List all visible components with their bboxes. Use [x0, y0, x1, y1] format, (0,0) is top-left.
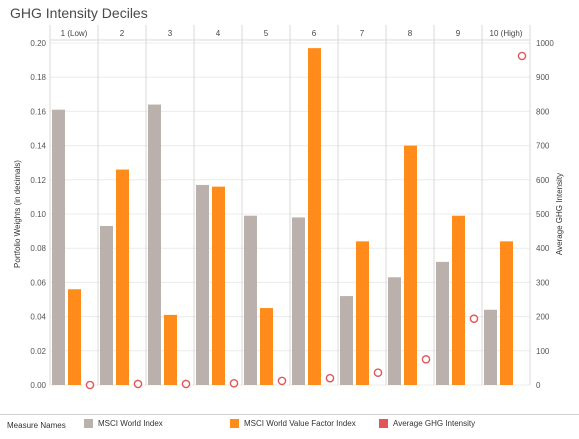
ghg-marker — [85, 380, 95, 390]
y-tick-label: 0.18 — [30, 73, 46, 82]
bar — [484, 309, 497, 385]
bar — [356, 241, 369, 385]
y2-tick-label: 1000 — [536, 39, 554, 48]
legend-label-ghg: Average GHG Intensity — [393, 419, 476, 428]
category-label: 7 — [360, 29, 365, 38]
bar — [100, 225, 113, 385]
legend-label-msci-world: MSCI World Index — [98, 419, 163, 428]
ghg-marker — [133, 379, 143, 389]
bar — [340, 296, 353, 385]
chart-title: GHG Intensity Deciles — [10, 5, 148, 21]
bar — [292, 217, 305, 385]
y2-tick-label: 600 — [536, 176, 550, 185]
legend-item-msci-value[interactable]: MSCI World Value Factor Index — [230, 419, 356, 428]
category-label: 1 (Low) — [61, 29, 88, 38]
bar — [260, 308, 273, 385]
bar — [452, 215, 465, 385]
y2-tick-label: 400 — [536, 244, 550, 253]
legend-label-msci-value: MSCI World Value Factor Index — [244, 419, 356, 428]
y2-tick-label: 0 — [536, 381, 541, 390]
y2-tick-label: 800 — [536, 107, 550, 116]
y-axis-title: Portfolio Weights (in decimals) — [13, 160, 22, 268]
y2-tick-label: 200 — [536, 313, 550, 322]
y-tick-label: 0.20 — [30, 39, 46, 48]
ghg-marker — [373, 368, 383, 377]
y2-tick-label: 300 — [536, 278, 550, 287]
bar — [212, 186, 225, 385]
y2-tick-label: 700 — [536, 142, 550, 151]
category-label: 4 — [216, 29, 221, 38]
legend-swatch-msci-value — [230, 419, 239, 428]
bar — [308, 48, 321, 385]
bar — [52, 109, 65, 385]
category-label: 8 — [408, 29, 413, 38]
ghg-marker — [517, 51, 527, 61]
y-tick-label: 0.06 — [30, 278, 46, 287]
ghg-marker — [181, 379, 191, 389]
y-tick-label: 0.14 — [30, 142, 46, 151]
y2-tick-label: 500 — [536, 210, 550, 219]
legend-swatch-msci-world — [84, 419, 93, 428]
category-label: 3 — [168, 29, 173, 38]
bar — [148, 104, 161, 385]
y-tick-label: 0.16 — [30, 107, 46, 116]
y2-axis-title: Average GHG Intensity — [555, 173, 564, 255]
bar — [164, 314, 177, 385]
ghg-marker — [469, 314, 479, 323]
legend: Measure Names MSCI World Index MSCI Worl… — [0, 414, 579, 439]
y-tick-label: 0.00 — [30, 381, 46, 390]
category-label: 9 — [456, 29, 461, 38]
y-tick-label: 0.02 — [30, 347, 46, 356]
y-tick-label: 0.08 — [30, 244, 46, 253]
y-tick-label: 0.12 — [30, 176, 46, 185]
legend-item-msci-world[interactable]: MSCI World Index — [84, 419, 163, 428]
bar — [388, 277, 401, 385]
bar — [196, 184, 209, 385]
legend-title: Measure Names — [7, 421, 66, 430]
chart-area: 0.00 0.02 0.04 0.06 0.08 0.10 0.12 0.14 0.16 0.18… — [13, 25, 564, 390]
legend-item-ghg[interactable]: Average GHG Intensity — [379, 419, 475, 428]
ghg-marker — [421, 355, 431, 364]
category-label: 2 — [120, 29, 125, 38]
y-tick-label: 0.10 — [30, 210, 46, 219]
bar — [404, 145, 417, 385]
bar — [500, 241, 513, 385]
category-label: 5 — [264, 29, 269, 38]
bar — [244, 215, 257, 385]
y-tick-label: 0.04 — [30, 313, 46, 322]
ghg-marker — [325, 373, 335, 383]
ghg-marker — [229, 378, 239, 388]
bar — [116, 169, 129, 385]
bar — [436, 261, 449, 385]
category-label: 6 — [312, 29, 317, 38]
ghg-marker — [277, 376, 287, 386]
bar — [68, 289, 81, 385]
y2-tick-label: 100 — [536, 347, 550, 356]
y2-tick-label: 900 — [536, 73, 550, 82]
legend-swatch-ghg — [379, 419, 388, 428]
category-label: 10 (High) — [490, 29, 523, 38]
